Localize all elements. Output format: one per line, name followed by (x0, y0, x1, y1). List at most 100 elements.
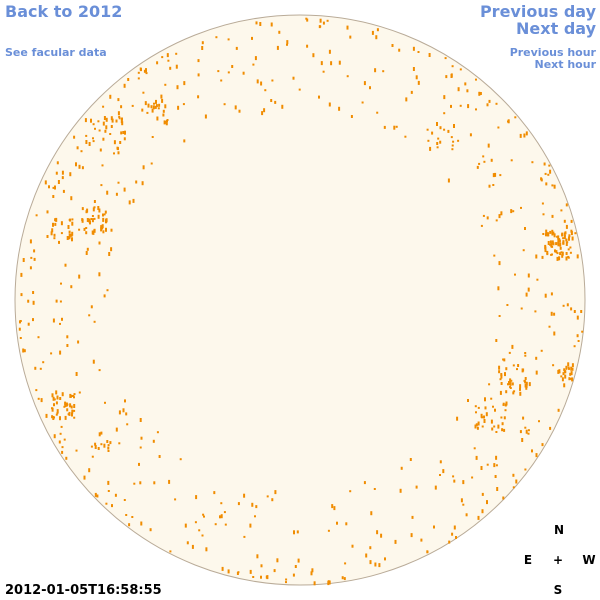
facular-point (70, 285, 73, 289)
facular-point (535, 356, 538, 360)
facular-point (61, 317, 63, 321)
facular-point (513, 390, 516, 393)
facular-point (527, 429, 530, 432)
facular-point (434, 485, 437, 490)
facular-point (133, 482, 136, 485)
facular-point (343, 577, 346, 581)
facular-point (436, 142, 439, 145)
facular-point (410, 533, 413, 538)
facular-point (322, 21, 325, 25)
facular-point (383, 125, 386, 129)
facular-point (90, 118, 92, 123)
facular-point (420, 538, 423, 542)
facular-point (94, 492, 97, 497)
facular-point (281, 104, 284, 109)
facular-point (534, 310, 537, 313)
facular-point (542, 233, 545, 235)
facular-point (450, 136, 453, 139)
facular-point (512, 486, 515, 489)
facular-point (139, 67, 142, 71)
facular-point (128, 200, 131, 205)
facular-point (59, 300, 62, 303)
facular-point (78, 164, 81, 169)
facular-point (198, 529, 201, 532)
facular-point (557, 238, 560, 243)
facular-point (256, 79, 259, 84)
facular-point (510, 209, 513, 214)
facular-point (448, 540, 451, 544)
facular-point (274, 100, 277, 104)
facular-point (162, 113, 165, 117)
facular-point (411, 515, 414, 519)
facular-point (59, 416, 61, 421)
facular-point (443, 112, 446, 115)
facular-point (197, 95, 200, 99)
facular-point (444, 57, 447, 60)
facular-point (68, 218, 71, 221)
facular-point (511, 382, 514, 386)
next-hour-link[interactable]: Next hour (535, 58, 597, 71)
facular-point (122, 131, 125, 134)
facular-point (19, 337, 22, 339)
facular-point (467, 104, 470, 109)
facular-point (237, 502, 240, 506)
facular-point (453, 525, 456, 530)
facular-point (553, 331, 556, 336)
facular-point (482, 214, 485, 217)
facular-point (183, 81, 186, 86)
facular-point (557, 369, 560, 374)
facular-point (117, 181, 120, 184)
facular-point (270, 22, 273, 27)
facular-point (37, 397, 40, 400)
facular-point (102, 105, 105, 108)
facular-point (475, 108, 477, 111)
facular-point (85, 231, 88, 235)
facular-point (132, 198, 135, 203)
facular-point (111, 118, 114, 123)
previous-day-link[interactable]: Previous day (480, 2, 597, 21)
facular-point (574, 232, 577, 235)
facular-point (455, 536, 457, 539)
facular-point (150, 162, 153, 165)
facular-point (117, 111, 120, 116)
facular-point (27, 299, 30, 303)
back-link[interactable]: Back to 2012 (5, 2, 122, 21)
next-day-link[interactable]: Next day (516, 19, 597, 38)
facular-point (428, 53, 431, 57)
facular-point (271, 79, 274, 82)
facular-point (214, 523, 217, 526)
facular-point (480, 466, 483, 470)
facular-point (563, 235, 566, 240)
facular-point (52, 186, 55, 189)
facular-point (571, 236, 574, 241)
facular-point (55, 171, 58, 175)
facular-point (517, 364, 520, 367)
facular-point (481, 492, 484, 496)
facular-point (477, 515, 480, 520)
facular-point (119, 141, 122, 144)
facular-point (46, 235, 49, 238)
facular-point (69, 393, 72, 398)
facular-point (141, 181, 144, 186)
facular-point (320, 61, 323, 66)
facular-point (92, 207, 95, 212)
facular-point (527, 432, 530, 435)
facular-point (502, 358, 505, 361)
facular-point (266, 495, 269, 498)
facular-point (319, 25, 322, 28)
facular-point (450, 104, 452, 108)
previous-hour-link[interactable]: Previous hour (510, 46, 597, 59)
facular-point (540, 349, 543, 352)
facular-point (286, 40, 289, 45)
facular-point (221, 566, 224, 571)
facular-point (177, 105, 180, 110)
facular-point (327, 529, 330, 532)
facular-link[interactable]: See facular data (5, 46, 107, 59)
facular-point (59, 322, 61, 325)
facular-point (475, 455, 478, 460)
facular-point (215, 36, 218, 39)
facular-point (376, 111, 379, 114)
facular-point (175, 52, 178, 55)
facular-point (549, 240, 552, 244)
facular-point (459, 104, 462, 107)
